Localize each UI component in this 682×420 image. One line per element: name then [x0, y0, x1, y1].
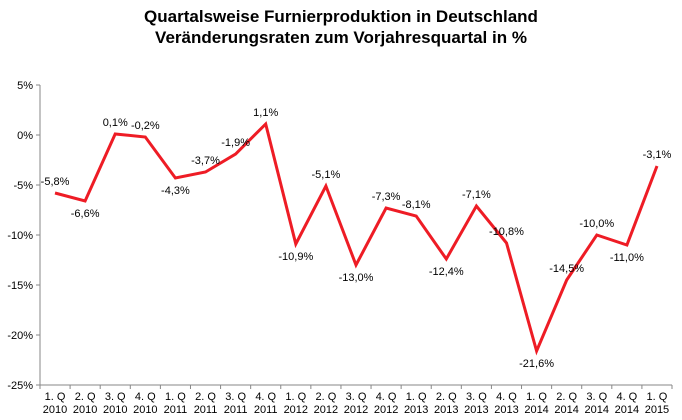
x-tick-label-quarter: 3. Q: [105, 391, 126, 403]
x-tick-label-year: 2013: [404, 404, 428, 416]
data-label: -13,0%: [339, 272, 374, 284]
x-tick-label-quarter: 3. Q: [586, 391, 607, 403]
data-label: -10,9%: [278, 251, 313, 263]
x-tick-label-quarter: 1. Q: [526, 391, 547, 403]
x-tick-label-year: 2010: [133, 404, 157, 416]
x-tick-label-year: 2014: [554, 404, 578, 416]
data-label: -10,0%: [579, 218, 614, 230]
data-label: -5,1%: [312, 169, 341, 181]
x-tick-label-quarter: 3. Q: [466, 391, 487, 403]
chart-title: Quartalsweise Furnierproduktion in Deuts…: [144, 7, 538, 26]
x-tick-label-year: 2013: [434, 404, 458, 416]
series-group: [54, 121, 659, 356]
x-tick-label-quarter: 1. Q: [406, 391, 427, 403]
data-labels: -5,8% -6,6% 0,1% -0,2% -4,3% -3,7%-1,9% 1,1% -1…: [41, 107, 672, 370]
x-tick-label-year: 2010: [103, 404, 127, 416]
x-tick-label-quarter: 3. Q: [225, 391, 246, 403]
y-tick-label: -15%: [7, 280, 33, 292]
data-label: -0,2%: [131, 120, 160, 132]
x-tick-label-quarter: 2. Q: [556, 391, 577, 403]
x-tick-label-quarter: 2. Q: [316, 391, 337, 403]
data-label: -11,0%: [610, 252, 644, 264]
x-tick-label-quarter: 2. Q: [75, 391, 96, 403]
x-tick-label-year: 2010: [43, 404, 67, 416]
x-tick-label-year: 2015: [645, 404, 669, 416]
x-tick-label-year: 2011: [254, 404, 278, 416]
data-label: -3,1%: [643, 149, 672, 161]
chart-subtitle: Veränderungsraten zum Vorjahresquartal i…: [155, 28, 527, 47]
y-tick-label: 5%: [17, 80, 33, 92]
x-tick-label-year: 2011: [164, 404, 188, 416]
x-tick-label-quarter: 1. Q: [285, 391, 306, 403]
x-tick-label-year: 2014: [524, 404, 548, 416]
data-label: -21,6%: [519, 358, 554, 370]
y-tick-label: -5%: [13, 180, 33, 192]
x-tick-label-quarter: 4. Q: [496, 391, 517, 403]
x-tick-label-year: 2014: [615, 404, 639, 416]
x-tick-label-quarter: 4. Q: [616, 391, 637, 403]
y-tick-label: -10%: [7, 230, 33, 242]
data-label: -3,7%: [191, 155, 220, 167]
data-label: -7,1%: [462, 189, 491, 201]
data-label: -12,4%: [429, 266, 464, 278]
x-tick-label-quarter: 4. Q: [376, 391, 397, 403]
x-tick-label-year: 2012: [314, 404, 338, 416]
data-label: -10,8%: [489, 226, 524, 238]
x-tick-label-quarter: 4. Q: [255, 391, 276, 403]
x-tick-label-quarter: 3. Q: [346, 391, 367, 403]
x-tick-label-year: 2011: [194, 404, 218, 416]
data-label: -6,6%: [71, 208, 100, 220]
chart-title-block: Quartalsweise Furnierproduktion in Deuts…: [0, 6, 682, 48]
y-tick-label: -25%: [7, 380, 33, 392]
series-line: [54, 121, 659, 356]
data-label: -7,3%: [372, 191, 401, 203]
x-tick-label-year: 2012: [344, 404, 368, 416]
data-label: -8,1%: [402, 199, 431, 211]
x-tick-label-year: 2014: [585, 404, 609, 416]
x-tick-label-year: 2012: [284, 404, 308, 416]
x-tick-label-year: 2011: [224, 404, 248, 416]
x-tick-label-quarter: 1. Q: [165, 391, 186, 403]
x-tick-label-quarter: 2. Q: [195, 391, 216, 403]
x-tick-label-year: 2013: [464, 404, 488, 416]
y-tick-label: 0%: [17, 130, 33, 142]
x-tick-label-year: 2010: [73, 404, 97, 416]
x-tick-label-year: 2012: [374, 404, 398, 416]
x-tick-label-quarter: 4. Q: [135, 391, 156, 403]
x-tick-label-year: 2013: [494, 404, 518, 416]
data-label: 1,1%: [253, 107, 278, 119]
data-label: -1,9%: [221, 137, 250, 149]
data-label: -5,8%: [41, 176, 70, 188]
x-tick-label-quarter: 2. Q: [436, 391, 457, 403]
x-tick-label-quarter: 1. Q: [45, 391, 66, 403]
data-label: -14,5%: [549, 263, 584, 275]
x-tick-label-quarter: 1. Q: [647, 391, 668, 403]
data-label: 0,1%: [103, 117, 128, 129]
data-label: -4,3%: [161, 185, 190, 197]
y-tick-label: -20%: [7, 330, 33, 342]
